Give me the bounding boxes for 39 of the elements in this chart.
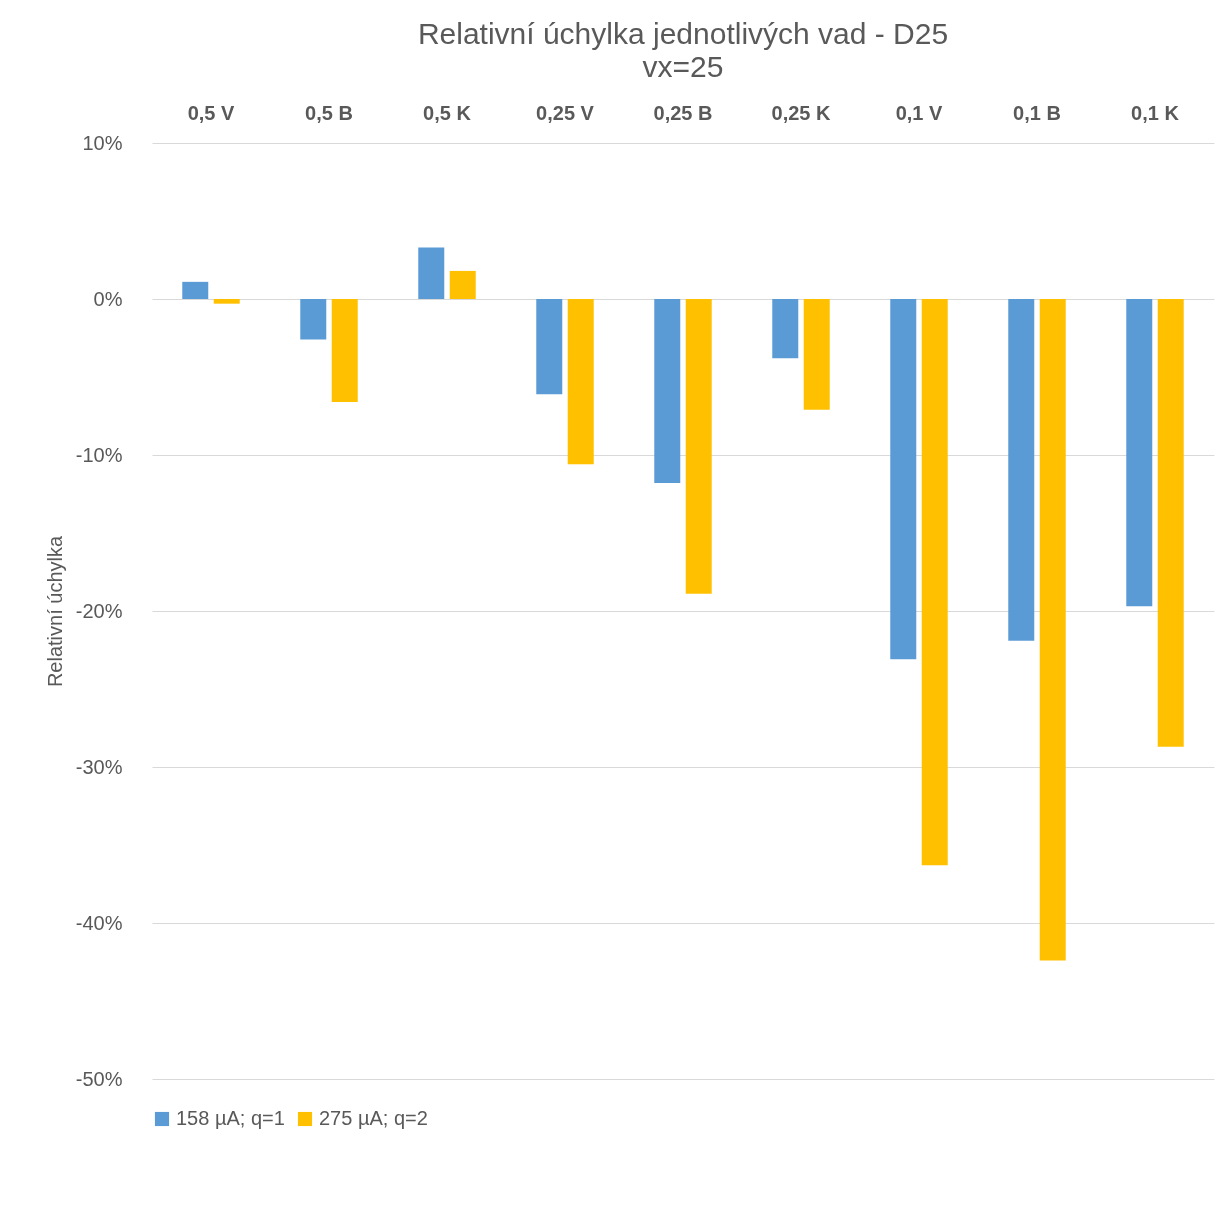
chart-title: Relativní úchylka jednotlivých vad - D25 (417, 17, 949, 50)
y-tick-label: -20% (75, 599, 123, 622)
y-tick-label: 10% (82, 131, 123, 154)
bar (1008, 299, 1035, 641)
y-tick-label: -10% (75, 443, 123, 466)
bar (567, 299, 594, 465)
bar (1126, 299, 1153, 607)
x-tick-label: 0,1 V (895, 101, 944, 124)
y-tick-label: -30% (75, 755, 123, 778)
x-tick-label: 0,25 V (536, 101, 595, 124)
x-tick-label: 0,5 V (187, 101, 236, 124)
bar (1039, 299, 1066, 961)
x-tick-label: 0,1 B (1013, 101, 1061, 124)
chart-subtitle: vx=25 (642, 50, 724, 83)
x-tick-label: 0,5 K (423, 101, 472, 124)
bar (418, 247, 445, 299)
bar (331, 299, 358, 402)
y-axis-title: Relativní úchylka (43, 535, 66, 688)
bar (213, 299, 240, 304)
bar (803, 299, 830, 410)
bar (921, 299, 948, 866)
x-tick-label: 0,25 K (771, 101, 832, 124)
bar (449, 270, 476, 299)
bar (1157, 299, 1184, 747)
y-tick-label: -40% (75, 911, 123, 934)
bar (772, 299, 799, 359)
legend-label: 275 µA; q=2 (319, 1107, 428, 1129)
x-tick-label: 0,25 B (653, 101, 713, 124)
bar (685, 299, 712, 594)
bar (182, 281, 209, 299)
bar (300, 299, 327, 340)
y-tick-label: 0% (93, 287, 123, 310)
bar (536, 299, 563, 395)
bar (654, 299, 681, 484)
legend-label: 158 µA; q=1 (176, 1107, 285, 1129)
x-tick-label: 0,5 B (305, 101, 353, 124)
bar (890, 299, 917, 660)
y-tick-label: -50% (75, 1067, 123, 1090)
x-tick-label: 0,1 K (1131, 101, 1180, 124)
